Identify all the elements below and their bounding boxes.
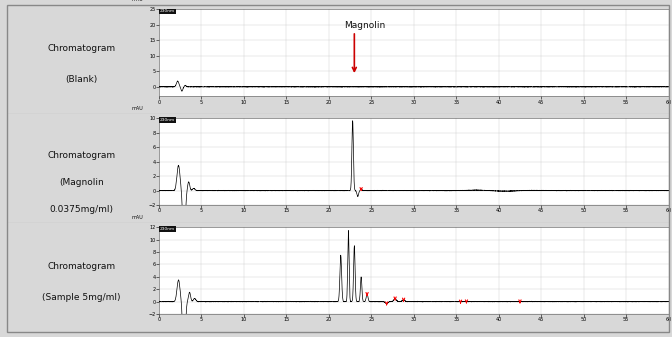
Text: (Magnolin: (Magnolin [58, 178, 103, 187]
Text: (Blank): (Blank) [65, 75, 97, 84]
Text: mAU: mAU [132, 0, 144, 2]
Text: mAU: mAU [132, 215, 144, 220]
Text: Magnolin: Magnolin [344, 21, 386, 30]
Text: 0.0375mg/ml): 0.0375mg/ml) [49, 206, 113, 214]
Text: mAU: mAU [132, 106, 144, 112]
Text: Chromatogram: Chromatogram [47, 151, 115, 160]
Text: 230nm: 230nm [160, 9, 175, 13]
Text: 230nm: 230nm [160, 118, 175, 122]
Text: (Sample 5mg/ml): (Sample 5mg/ml) [42, 293, 120, 302]
Text: 230nm: 230nm [160, 227, 175, 231]
Text: Chromatogram: Chromatogram [47, 44, 115, 53]
Text: Chromatogram: Chromatogram [47, 262, 115, 271]
